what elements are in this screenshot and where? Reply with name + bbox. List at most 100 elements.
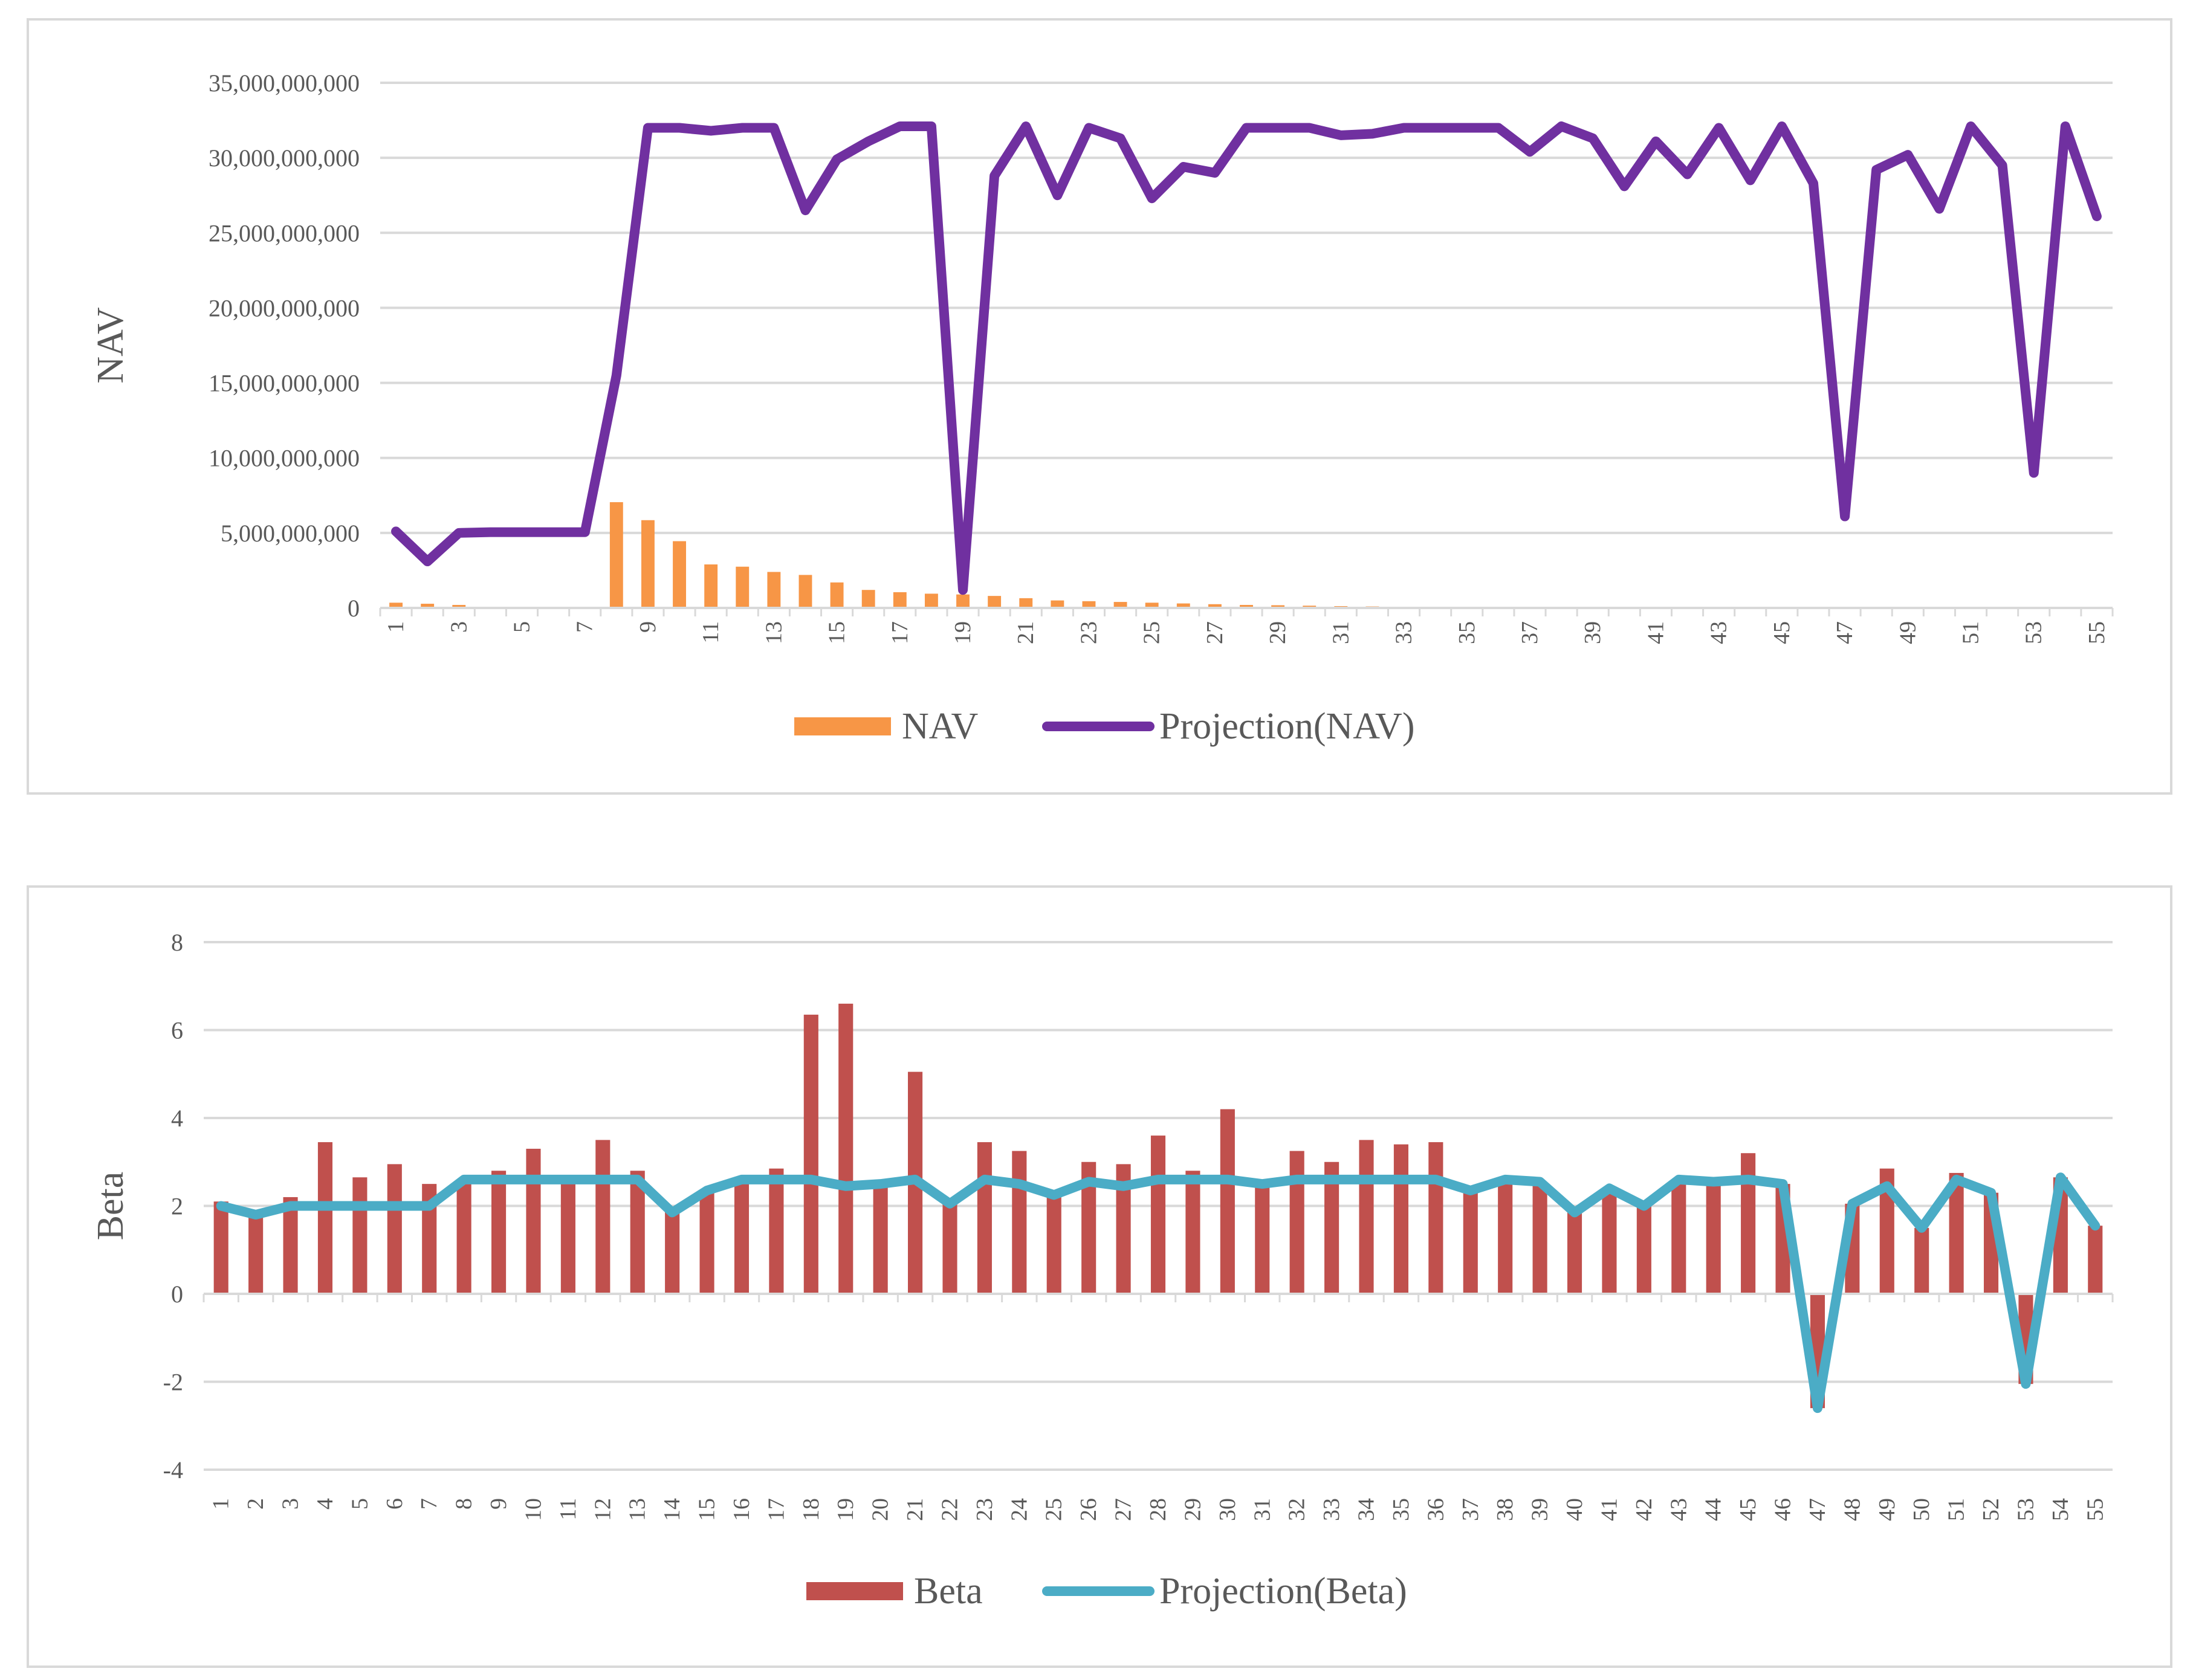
beta-y-axis-title: Beta — [90, 1172, 131, 1241]
beta-x-tick-label: 36 — [1423, 1498, 1448, 1521]
nav-legend-item-bar: NAV — [794, 706, 979, 747]
beta-x-tick-label: 22 — [937, 1498, 962, 1521]
nav-bar — [421, 604, 435, 608]
nav-bar — [924, 593, 938, 608]
nav-bar — [704, 564, 718, 608]
nav-legend-item-line: Projection(NAV) — [1042, 706, 1414, 747]
beta-x-tick-label: 49 — [1874, 1498, 1900, 1521]
beta-bar — [665, 1210, 680, 1294]
beta-x-tick-label: 48 — [1839, 1498, 1865, 1521]
beta-x-tick-label: 8 — [452, 1498, 477, 1510]
beta-x-tick-label: 3 — [278, 1498, 303, 1510]
nav-x-tick-label: 25 — [1139, 621, 1165, 644]
beta-bar — [873, 1186, 888, 1294]
nav-bar — [1208, 604, 1222, 608]
nav-bar — [673, 541, 686, 608]
beta-x-tick-label: 4 — [313, 1498, 338, 1510]
beta-y-tick-label: 0 — [171, 1281, 183, 1308]
nav-x-tick-label: 23 — [1076, 621, 1101, 644]
beta-bar — [2088, 1226, 2103, 1294]
nav-bar — [1051, 600, 1064, 608]
nav-x-tick-label: 33 — [1391, 621, 1417, 644]
beta-bar — [1498, 1179, 1513, 1294]
nav-y-tick-label: 0 — [348, 595, 360, 622]
nav-bar — [1113, 602, 1127, 608]
beta-projection-line — [216, 1172, 2100, 1413]
beta-x-tick-label: 7 — [416, 1498, 442, 1510]
beta-x-tick-label: 26 — [1076, 1498, 1101, 1521]
nav-bar — [1176, 603, 1190, 608]
nav-y-axis: 0 5,000,000,000 10,000,000,000 15,000,000,0… — [209, 69, 360, 622]
beta-bar — [1706, 1181, 1721, 1294]
beta-x-tick-label: 54 — [2048, 1498, 2073, 1521]
beta-x-tick-label: 32 — [1284, 1498, 1310, 1521]
beta-x-tick-label: 19 — [833, 1498, 858, 1521]
beta-bar — [1741, 1153, 1756, 1294]
nav-bar — [798, 575, 812, 608]
beta-x-tick-label: 53 — [2013, 1498, 2038, 1521]
beta-bar — [1602, 1188, 1617, 1294]
nav-gridlines — [380, 82, 2113, 609]
nav-x-tick-label: 43 — [1706, 621, 1732, 644]
nav-x-tick-label: 7 — [572, 621, 598, 633]
beta-x-tick-label: 52 — [1978, 1498, 2004, 1521]
nav-legend: NAV Projection(NAV) — [794, 706, 1414, 747]
beta-x-tick-label: 47 — [1805, 1498, 1830, 1521]
beta-y-tick-label: 8 — [171, 929, 183, 956]
nav-x-tick-label: 39 — [1580, 621, 1605, 644]
nav-bar — [1019, 598, 1033, 608]
nav-bars — [389, 502, 1505, 608]
nav-bar — [956, 594, 970, 608]
beta-bar — [1255, 1184, 1270, 1294]
nav-y-tick-label: 35,000,000,000 — [209, 69, 360, 97]
beta-legend-label-bar: Beta — [914, 1571, 983, 1612]
beta-y-tick-label: 2 — [171, 1193, 183, 1220]
nav-x-tick-label: 51 — [1958, 621, 1984, 644]
beta-bar — [456, 1179, 471, 1294]
beta-bar — [387, 1164, 402, 1294]
beta-x-tick-label: 44 — [1701, 1498, 1726, 1521]
beta-x-tick-label: 23 — [972, 1498, 997, 1521]
beta-bar — [734, 1181, 750, 1294]
beta-x-tick-label: 11 — [555, 1498, 581, 1520]
beta-bar — [1220, 1109, 1235, 1294]
beta-bar — [248, 1212, 264, 1294]
nav-bar — [830, 582, 844, 608]
beta-bar — [1671, 1179, 1686, 1294]
beta-x-tick-label: 25 — [1041, 1498, 1067, 1521]
nav-y-tick-label: 5,000,000,000 — [221, 520, 360, 547]
nav-x-tick-label: 31 — [1328, 621, 1353, 644]
nav-x-tick-label: 9 — [635, 621, 661, 633]
nav-x-tick-label: 53 — [2021, 621, 2047, 644]
nav-bar — [1271, 605, 1285, 608]
nav-bar — [1082, 601, 1096, 608]
beta-x-tick-label: 6 — [382, 1498, 407, 1510]
nav-projection-line — [391, 121, 2102, 595]
beta-x-tick-label: 27 — [1111, 1498, 1136, 1521]
nav-x-tick-label: 21 — [1013, 621, 1038, 644]
nav-y-axis-title: NAV — [90, 307, 131, 384]
beta-bar — [1463, 1192, 1478, 1294]
beta-x-tick-label: 9 — [486, 1498, 511, 1510]
nav-x-tick-label: 13 — [761, 621, 786, 644]
beta-bar — [1150, 1136, 1166, 1294]
beta-x-tick-label: 15 — [695, 1498, 720, 1521]
beta-x-tick-label: 10 — [520, 1498, 546, 1521]
nav-y-tick-label: 25,000,000,000 — [209, 219, 360, 247]
beta-y-tick-label: 6 — [171, 1017, 183, 1044]
nav-bar — [389, 603, 403, 608]
beta-legend-item-bar: Beta — [806, 1571, 983, 1612]
nav-y-tick-label: 20,000,000,000 — [209, 294, 360, 321]
nav-x-tick-label: 37 — [1517, 621, 1543, 644]
beta-x-tick-label: 46 — [1770, 1498, 1796, 1521]
nav-x-tick-label: 27 — [1202, 621, 1228, 644]
nav-legend-swatch-bar — [794, 717, 891, 735]
beta-y-tick-label: 4 — [171, 1105, 183, 1132]
beta-x-tick-label: 33 — [1319, 1498, 1344, 1521]
beta-x-tick-label: 40 — [1562, 1498, 1587, 1521]
beta-bar — [1046, 1195, 1061, 1294]
beta-bar — [1393, 1144, 1408, 1294]
beta-bar — [1914, 1227, 1929, 1294]
nav-x-axis — [379, 607, 2114, 616]
beta-x-tick-label: 55 — [2082, 1498, 2108, 1521]
